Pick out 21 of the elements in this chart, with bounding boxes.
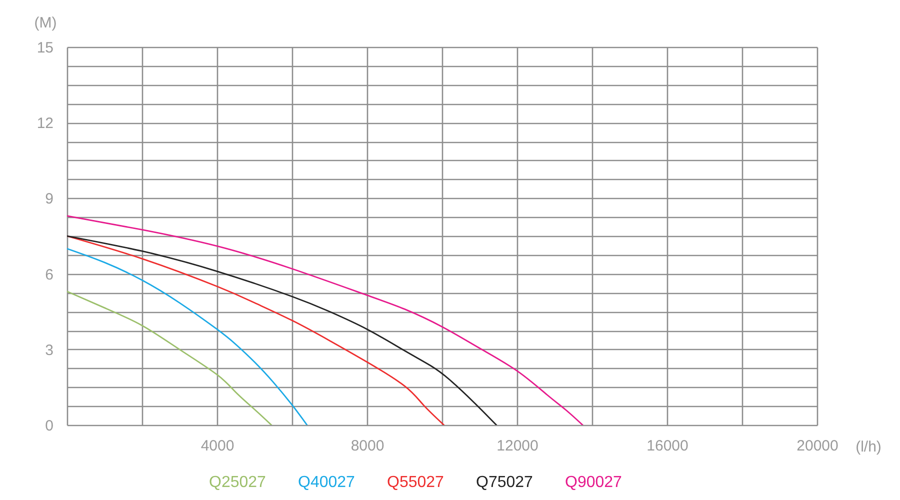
x-tick-label: 8000 <box>350 438 384 454</box>
text: Q90027 <box>565 474 622 491</box>
line-series <box>67 248 308 425</box>
text: Q75027 <box>476 474 534 491</box>
x-tick-label: 4000 <box>200 438 234 454</box>
y-tick-label: 12 <box>36 115 54 132</box>
y-tick-label: 15 <box>36 40 54 56</box>
x-tick-label: 16000 <box>646 438 688 454</box>
y-axis-title: (M) <box>34 14 57 32</box>
y-tick-label: 9 <box>45 190 54 208</box>
y-tick-label: 0 <box>45 418 54 434</box>
text: Q55027 <box>387 474 444 491</box>
x-tick-label: 20000 <box>796 438 838 454</box>
line-series <box>67 215 584 425</box>
x-tick-label: 12000 <box>496 438 538 454</box>
y-tick-label: 3 <box>45 342 54 359</box>
y-tick-label: 6 <box>45 266 54 284</box>
line-series <box>67 290 272 425</box>
x-axis-title: (l/h) <box>856 438 882 456</box>
text: Q40027 <box>298 474 356 491</box>
text: Q25027 <box>209 474 266 491</box>
